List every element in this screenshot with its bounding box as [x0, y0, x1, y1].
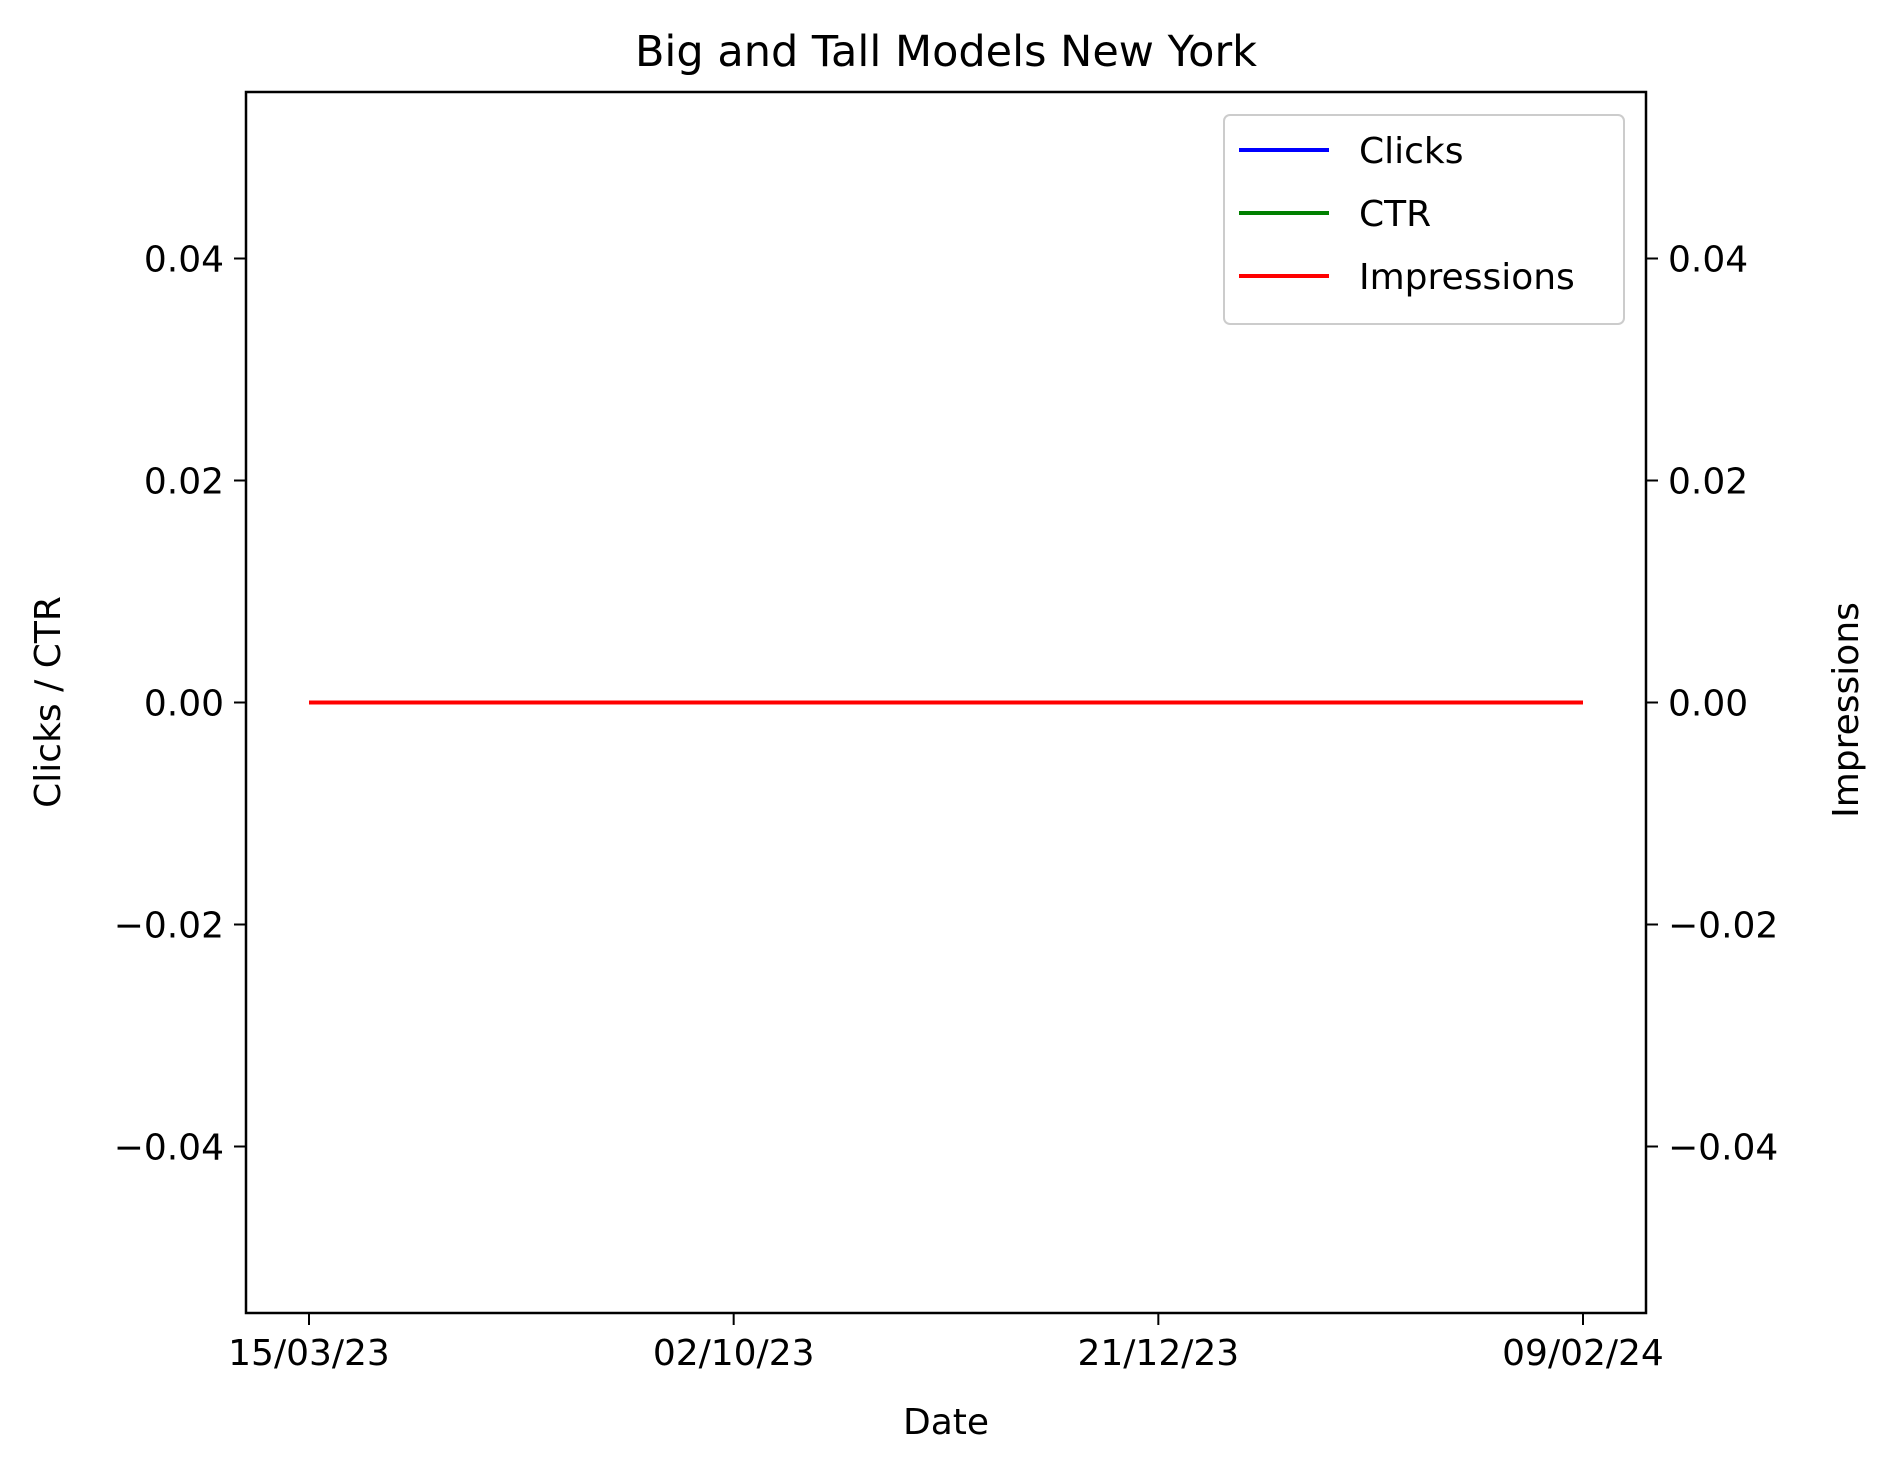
legend-box	[1223, 114, 1625, 325]
y-tick-label-right: 0.02	[1668, 462, 1748, 503]
x-tick-label: 09/02/24	[1502, 1333, 1664, 1374]
x-tick-label: 21/12/23	[1077, 1333, 1239, 1374]
y-axis-left: −0.04 −0.02 0.00 0.02 0.04	[114, 240, 246, 1169]
y-axis-right: −0.04 −0.02 0.00 0.02 0.04	[1646, 240, 1778, 1169]
legend-label: CTR	[1359, 194, 1431, 235]
y-tick-label-right: 0.00	[1668, 684, 1748, 725]
y-tick-label-left: 0.02	[144, 462, 224, 503]
x-axis-label: Date	[903, 1402, 989, 1443]
y-tick-label-right: 0.04	[1668, 240, 1748, 281]
chart-title: Big and Tall Models New York	[635, 27, 1257, 77]
x-tick-label: 02/10/23	[653, 1333, 815, 1374]
y-tick-label-left: 0.04	[144, 240, 224, 281]
y-tick-label-left: −0.04	[114, 1128, 224, 1169]
legend-label: Clicks	[1359, 131, 1464, 172]
x-tick-label: 15/03/23	[228, 1333, 390, 1374]
y-axis-label-left: Clicks / CTR	[28, 596, 69, 808]
y-axis-label-right: Impressions	[1826, 602, 1867, 818]
y-tick-label-right: −0.04	[1668, 1128, 1778, 1169]
legend: Clicks CTR Impressions	[1223, 114, 1625, 325]
y-tick-label-right: −0.02	[1668, 906, 1778, 947]
legend-label: Impressions	[1359, 257, 1575, 298]
y-tick-label-left: −0.02	[114, 906, 224, 947]
y-tick-label-left: 0.00	[144, 684, 224, 725]
x-axis: 15/03/23 02/10/23 21/12/23 09/02/24	[228, 1313, 1664, 1374]
